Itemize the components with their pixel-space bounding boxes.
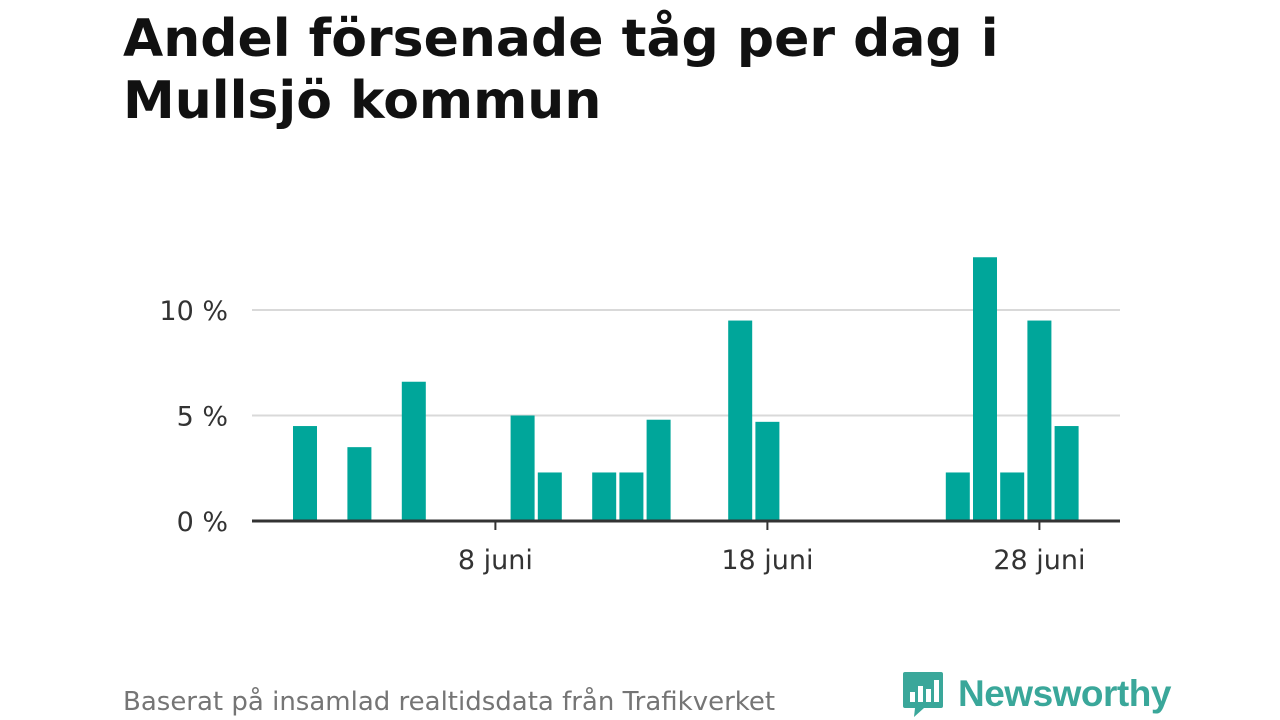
bar — [945, 472, 970, 521]
bar — [755, 421, 780, 521]
y-tick-label: 10 % — [159, 296, 228, 327]
newsworthy-logo: Newsworthy — [902, 670, 1171, 718]
bar — [537, 472, 562, 521]
bar-series — [293, 257, 1079, 521]
bar — [401, 381, 426, 521]
brand-name: Newsworthy — [958, 673, 1171, 714]
x-tick-label: 8 juni — [458, 545, 533, 576]
bar — [1054, 426, 1079, 521]
bar — [619, 472, 644, 521]
chart-title: Andel försenade tåg per dag i Mullsjö ko… — [123, 9, 999, 131]
bar — [1000, 472, 1025, 521]
y-tick-label: 0 % — [177, 507, 228, 538]
y-tick-label: 5 % — [177, 402, 228, 433]
x-tick-label: 28 juni — [993, 545, 1085, 576]
source-note: Baserat på insamlad realtidsdata från Tr… — [123, 687, 776, 717]
bar — [1027, 320, 1052, 521]
newsworthy-logo-icon — [903, 672, 943, 717]
x-tick-label: 18 juni — [721, 545, 813, 576]
bar — [646, 419, 671, 521]
bar — [973, 257, 997, 521]
bar — [728, 320, 753, 521]
bar — [592, 472, 617, 521]
axes: 0 % 5 % 10 % 8 juni 18 juni 28 juni — [159, 296, 1120, 576]
bar — [293, 426, 317, 521]
bar — [347, 447, 372, 521]
bar — [510, 415, 535, 521]
